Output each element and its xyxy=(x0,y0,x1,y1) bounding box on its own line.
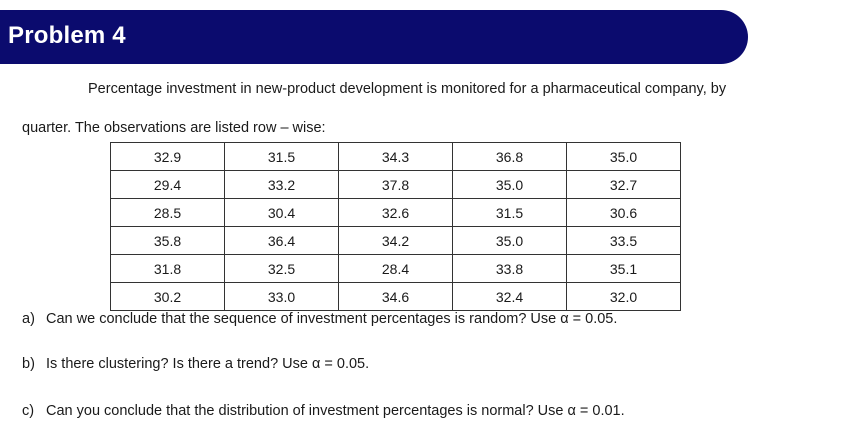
table-cell: 33.5 xyxy=(566,226,681,255)
table-cell: 33.8 xyxy=(452,254,567,283)
table-cell: 31.5 xyxy=(452,198,567,227)
observations-table: 32.9 31.5 34.3 36.8 35.0 29.4 33.2 37.8 … xyxy=(110,142,681,311)
question-text: Can we conclude that the sequence of inv… xyxy=(46,311,618,327)
question-b: b) Is there clustering? Is there a trend?… xyxy=(22,356,369,372)
table-cell: 32.0 xyxy=(566,282,681,311)
table-cell: 32.5 xyxy=(224,254,339,283)
question-letter: b) xyxy=(22,356,35,372)
table-cell: 30.2 xyxy=(110,282,225,311)
table-cell: 32.6 xyxy=(338,198,453,227)
table-row: 32.9 31.5 34.3 36.8 35.0 xyxy=(110,142,681,171)
question-letter: c) xyxy=(22,403,35,419)
table-cell: 34.2 xyxy=(338,226,453,255)
intro-text-line-1: Percentage investment in new-product dev… xyxy=(88,81,727,97)
table-row: 31.8 32.5 28.4 33.8 35.1 xyxy=(110,254,681,283)
table-cell: 34.6 xyxy=(338,282,453,311)
table-cell: 32.9 xyxy=(110,142,225,171)
question-letter: a) xyxy=(22,311,35,327)
table-cell: 35.0 xyxy=(566,142,681,171)
table-cell: 32.4 xyxy=(452,282,567,311)
table-cell: 30.6 xyxy=(566,198,681,227)
intro-text-line-2: quarter. The observations are listed row… xyxy=(22,120,326,136)
table-cell: 29.4 xyxy=(110,170,225,199)
table-cell: 36.8 xyxy=(452,142,567,171)
table-cell: 37.8 xyxy=(338,170,453,199)
question-c: c) Can you conclude that the distribution… xyxy=(22,403,625,419)
table-cell: 30.4 xyxy=(224,198,339,227)
table-cell: 35.0 xyxy=(452,226,567,255)
table-cell: 32.7 xyxy=(566,170,681,199)
table-row: 28.5 30.4 32.6 31.5 30.6 xyxy=(110,198,681,227)
table-cell: 31.5 xyxy=(224,142,339,171)
table-row: 30.2 33.0 34.6 32.4 32.0 xyxy=(110,282,681,311)
table-cell: 33.2 xyxy=(224,170,339,199)
table-cell: 28.4 xyxy=(338,254,453,283)
question-text: Is there clustering? Is there a trend? U… xyxy=(46,356,370,372)
table-cell: 35.1 xyxy=(566,254,681,283)
header-band xyxy=(0,10,748,64)
table-cell: 35.8 xyxy=(110,226,225,255)
question-text: Can you conclude that the distribution o… xyxy=(46,403,625,419)
table-cell: 34.3 xyxy=(338,142,453,171)
question-a: a) Can we conclude that the sequence of i… xyxy=(22,311,617,327)
table-cell: 33.0 xyxy=(224,282,339,311)
page-title: Problem 4 xyxy=(8,22,126,49)
table-cell: 35.0 xyxy=(452,170,567,199)
table-row: 29.4 33.2 37.8 35.0 32.7 xyxy=(110,170,681,199)
table-cell: 31.8 xyxy=(110,254,225,283)
table-cell: 36.4 xyxy=(224,226,339,255)
table-row: 35.8 36.4 34.2 35.0 33.5 xyxy=(110,226,681,255)
table-cell: 28.5 xyxy=(110,198,225,227)
